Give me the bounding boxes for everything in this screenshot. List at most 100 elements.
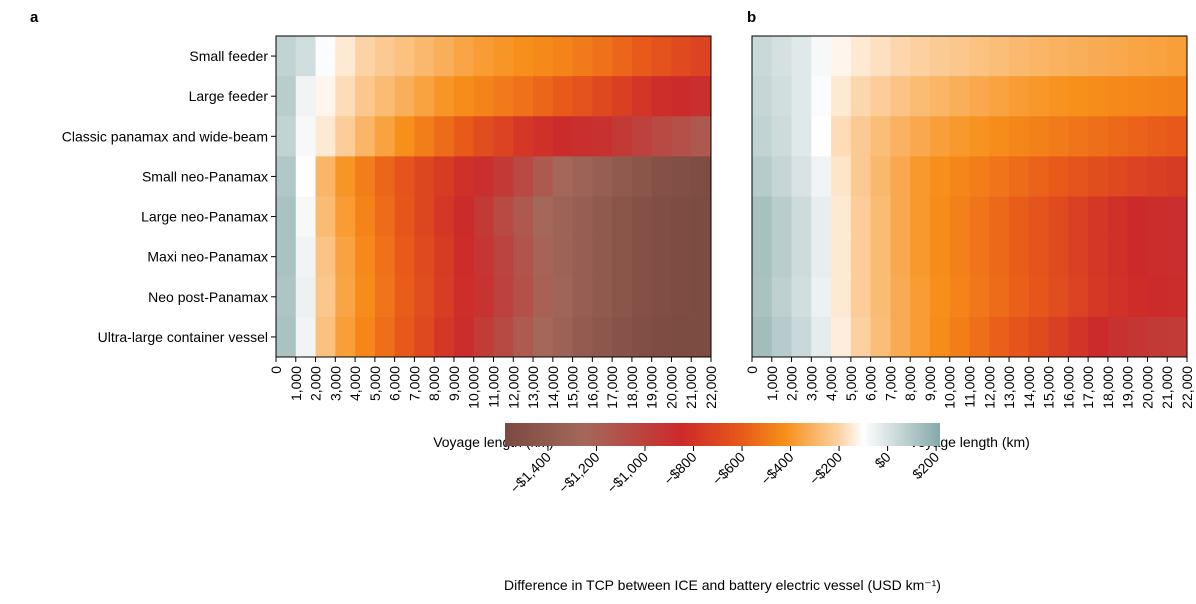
heatmap-cell xyxy=(572,116,593,157)
x-tick-label: 15,000 xyxy=(565,366,581,409)
heatmap-cell xyxy=(355,156,376,197)
heatmap-cell xyxy=(1107,316,1129,358)
heatmap-cell xyxy=(631,156,653,197)
heatmap-cell xyxy=(612,196,633,238)
heatmap-cell xyxy=(1127,116,1148,157)
heatmap-cell xyxy=(414,316,435,358)
heatmap-cell xyxy=(572,156,593,197)
x-tick-label: 21,000 xyxy=(1159,366,1175,409)
x-tick-label: 14,000 xyxy=(1021,366,1037,409)
heatmap-cell xyxy=(752,276,773,318)
x-tick-label: 0 xyxy=(744,366,760,374)
heatmap-cell xyxy=(631,76,653,117)
colorbar-tick-label: −$400 xyxy=(758,449,797,488)
heatmap-cell xyxy=(276,36,297,77)
heatmap-cell xyxy=(592,156,613,197)
heatmap-cell xyxy=(315,316,336,358)
heatmap-cell xyxy=(831,116,852,157)
heatmap-cell xyxy=(1068,196,1089,238)
heatmap-cell xyxy=(1107,276,1129,318)
heatmap-cell xyxy=(552,116,574,157)
heatmap-cell xyxy=(374,116,396,157)
y-tick-label: Ultra-large container vessel xyxy=(98,329,268,345)
heatmap-cell xyxy=(651,76,672,117)
heatmap-cell xyxy=(691,316,712,358)
heatmap-cell xyxy=(552,196,574,238)
heatmap-cell xyxy=(929,76,951,117)
heatmap-cell xyxy=(831,36,852,77)
heatmap-cell xyxy=(949,236,970,278)
heatmap-cell xyxy=(989,196,1010,238)
heatmap-cell xyxy=(295,116,317,157)
heatmap-cell xyxy=(592,316,613,358)
heatmap-cell xyxy=(771,196,793,238)
heatmap-cell xyxy=(394,36,415,77)
x-tick-label: 18,000 xyxy=(624,366,640,409)
heatmap-cell xyxy=(453,236,475,278)
heatmap-cell xyxy=(910,316,931,358)
heatmap-cell xyxy=(1068,36,1089,77)
heatmap-cell xyxy=(752,36,773,77)
heatmap-cell xyxy=(910,196,931,238)
heatmap-cell xyxy=(473,156,494,197)
heatmap-cell xyxy=(1009,196,1030,238)
x-tick-label: 14,000 xyxy=(545,366,561,409)
heatmap-cell xyxy=(1127,156,1148,197)
heatmap-cell xyxy=(831,156,852,197)
x-tick-label: 11,000 xyxy=(962,366,978,408)
heatmap-cell xyxy=(691,196,712,238)
heatmap-cell xyxy=(989,316,1010,358)
heatmap-cell xyxy=(612,36,633,77)
heatmap-cell xyxy=(1107,76,1129,117)
x-tick-label: 20,000 xyxy=(663,366,679,409)
heatmap-cell xyxy=(1088,36,1109,77)
heatmap-cell xyxy=(394,76,415,117)
heatmap-cell xyxy=(572,76,593,117)
heatmap-cell xyxy=(752,116,773,157)
heatmap-cell xyxy=(1147,116,1168,157)
heatmap-cell xyxy=(374,196,396,238)
x-tick-label: 17,000 xyxy=(604,366,620,409)
heatmap-cell xyxy=(1147,276,1168,318)
heatmap-cell xyxy=(592,276,613,318)
heatmap-cell xyxy=(572,236,593,278)
heatmap-cell xyxy=(335,316,356,358)
heatmap-cell xyxy=(890,276,911,318)
heatmap-cell xyxy=(1147,316,1168,358)
heatmap-cell xyxy=(890,316,911,358)
heatmap-cell xyxy=(949,196,970,238)
x-tick-label: 3,000 xyxy=(803,366,819,401)
heatmap-cell xyxy=(414,196,435,238)
x-tick-label: 1,000 xyxy=(764,366,780,401)
heatmap-cell xyxy=(929,276,951,318)
heatmap-cell xyxy=(1147,236,1168,278)
heatmap-cell xyxy=(989,156,1010,197)
x-tick-label: 4,000 xyxy=(823,366,839,401)
heatmap-cell xyxy=(295,156,317,197)
heatmap-cell xyxy=(612,116,633,157)
heatmap-cell xyxy=(315,156,336,197)
x-tick-label: 7,000 xyxy=(406,366,422,401)
heatmap-cell xyxy=(1028,156,1050,197)
heatmap-cell xyxy=(1127,316,1148,358)
heatmap-cell xyxy=(572,36,593,77)
heatmap-cell xyxy=(473,236,494,278)
heatmap-cell xyxy=(295,76,317,117)
heatmap-cell xyxy=(493,36,514,77)
heatmap-cell xyxy=(850,36,872,77)
heatmap-cell xyxy=(691,276,712,318)
heatmap-cell xyxy=(1009,36,1030,77)
heatmap-cell xyxy=(811,236,832,278)
heatmap-cell xyxy=(651,276,672,318)
heatmap-cell xyxy=(335,76,356,117)
heatmap-cell xyxy=(355,76,376,117)
heatmap-cell xyxy=(870,76,891,117)
x-tick-label: 1,000 xyxy=(288,366,304,401)
x-tick-label: 7,000 xyxy=(882,366,898,401)
heatmap-cell xyxy=(1009,316,1030,358)
heatmap-cell xyxy=(572,316,593,358)
heatmap-cell xyxy=(1107,196,1129,238)
heatmap-cell xyxy=(1127,236,1148,278)
heatmap-cell xyxy=(276,156,297,197)
heatmap-cell xyxy=(791,156,812,197)
